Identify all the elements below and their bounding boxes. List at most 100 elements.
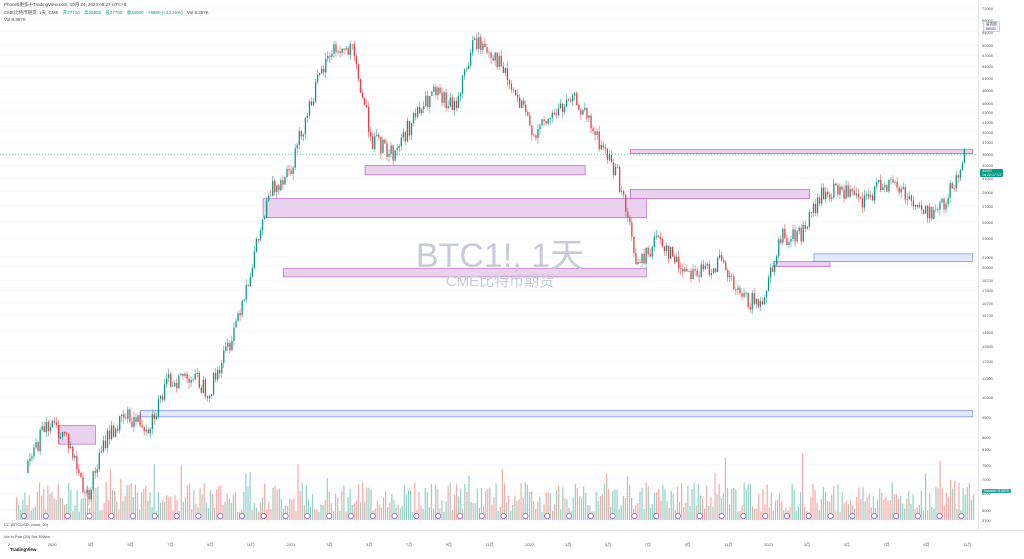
candle-body [696,270,698,276]
candle-body [472,40,474,53]
volume-bar [537,501,539,520]
price-tick-label: 68000 [982,18,993,23]
volume-bar [937,488,939,520]
candle-body [496,52,498,68]
zone-demand-1 [140,410,974,418]
price-axis[interactable]: 72000 68000 64000 60000 57000 54000 51000 48000… [978,0,1024,530]
candle-body [196,373,198,374]
candle-body [467,65,470,69]
volume-bar [845,500,847,520]
candle-body [217,369,219,380]
candle-body [270,195,272,197]
symbol-name[interactable]: CME比特币期货, 1天, CME [4,10,59,15]
indicator-cc[interactable]: CC (BTCUSD, close, 20) [4,522,49,527]
time-axis[interactable]: 2 2020 3月 5月 7月 9月 11月 2021 3月 5月 7月 9月 11月 2022 3月 5月 7… [0,530,1024,559]
candle-body [802,224,804,242]
volume-bar [678,501,681,520]
volume-bar [583,486,585,520]
volume-bar [589,505,591,520]
candle-body [416,107,419,117]
price-tick-label: 15700 [982,313,994,319]
volume-bar [530,491,533,520]
volume-bar [343,485,345,520]
candle-body [376,134,378,137]
candle-body [127,409,129,419]
volume-bar [637,503,639,520]
candle-body [404,132,407,142]
candle-body [284,177,286,185]
candle-body [637,261,639,265]
volume-bar [743,482,745,520]
candle-body [263,217,266,220]
volume-bar [812,484,814,520]
event-marker [260,513,267,519]
candle-body [39,430,41,452]
candle-body [833,183,835,198]
volume-bar [943,505,945,520]
candle-body [759,301,762,307]
event-marker [500,513,507,519]
header-vol: Vol 8.357K [4,17,26,22]
candle-body [590,115,592,129]
candle-body [676,256,678,263]
candle-body [396,147,398,151]
event-marker [849,513,856,519]
time-tick-label: 3月 [87,542,94,547]
candle-body [727,270,729,278]
candle-body [616,166,619,168]
candle-body [174,382,176,387]
price-tick-label: 39000 [982,129,994,135]
volume-bar [776,499,779,520]
indicator-vol[interactable]: Vol in Pair (20) 3rd 39Wm [4,534,50,539]
volume-bar [291,500,293,520]
volume-bar [889,500,891,520]
volume-bar [822,486,825,520]
candle-body [337,51,339,53]
price-tick-label: 43000 [982,110,994,116]
candle-body [349,43,351,55]
volume-bar [545,492,547,520]
price-chart[interactable] [0,0,978,530]
candle-body [657,235,660,238]
volume-bar [334,493,337,520]
volume-bar [359,502,362,520]
candle-body [598,131,600,150]
candle-body [151,414,154,429]
event-marker [435,513,442,519]
volume-bar [824,491,827,520]
candle-body [139,415,141,426]
candle-body [157,399,160,417]
volume-bar [128,484,130,520]
candle-body [429,96,431,107]
candle-body [351,43,353,45]
volume-bar [105,482,107,520]
volume-bar [218,486,220,520]
candle-body [55,422,58,425]
volume-bar [330,503,333,520]
volume-bar [931,506,933,520]
volume-bar [387,507,389,520]
volume-bar [95,488,97,520]
candle-body [723,260,725,263]
volume-bar [55,499,57,520]
volume-bar [829,501,831,520]
candle-body [427,95,429,107]
candle-body [712,268,715,274]
volume-bar [553,504,556,520]
candle-body [733,276,735,290]
tradingview-logo[interactable]: TradingView [10,547,37,552]
candle-body [92,471,94,490]
volume-bar [341,491,343,520]
candle-body [110,425,113,440]
candle-body [143,427,145,432]
volume-bar [437,489,439,520]
candle-body [186,374,188,379]
volume-bar [430,483,433,520]
candle-body [339,51,341,53]
candle-body [155,416,158,419]
candle-body [525,104,527,113]
candle-body [859,197,862,199]
header-ohlc: CME比特币期货, 1天, CME 开27710 高35555 低27700 收… [4,10,212,16]
volume-bar [603,483,606,520]
candle-body [374,136,376,149]
